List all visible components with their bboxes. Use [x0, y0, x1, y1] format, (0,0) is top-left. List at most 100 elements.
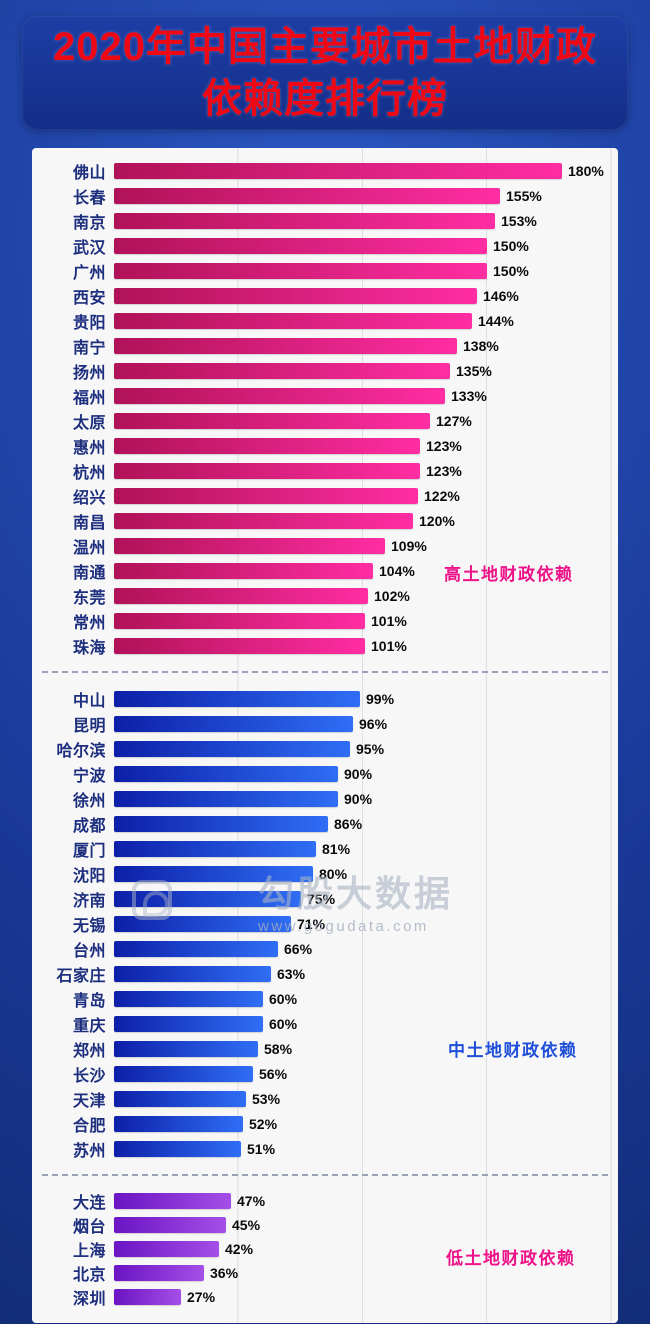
bar-zone: 95% [114, 740, 610, 757]
bar-zone: 101% [114, 612, 610, 629]
value-label: 56% [259, 1065, 288, 1082]
value-label: 47% [237, 1193, 266, 1209]
bar-row: 沈阳 80% [40, 861, 610, 886]
bar-zone: 155% [114, 187, 610, 204]
bar-zone: 53% [114, 1090, 610, 1107]
bar [114, 562, 373, 579]
city-label: 济南 [72, 892, 106, 910]
value-label: 90% [344, 790, 373, 807]
section-divider [42, 1174, 608, 1176]
value-label: 60% [269, 990, 298, 1007]
bar-zone: 138% [114, 337, 610, 354]
value-label: 150% [493, 237, 529, 254]
city-label: 扬州 [72, 364, 106, 382]
bar [114, 965, 271, 982]
bar-zone: 45% [114, 1217, 610, 1233]
bar [114, 1015, 263, 1032]
bar [114, 462, 420, 479]
value-label: 42% [225, 1241, 254, 1257]
city-label: 苏州 [72, 1142, 106, 1160]
bar [114, 512, 413, 529]
value-label: 102% [374, 587, 410, 604]
bar [114, 990, 263, 1007]
city-label: 厦门 [72, 842, 106, 860]
chart-group-mid: 中山 99% 昆明 96% 哈尔滨 95% 宁波 90% 徐州 90% 成都 86% 厦门 81% 沈阳 80… [40, 686, 610, 1161]
city-label: 温州 [72, 539, 106, 557]
value-label: 150% [493, 262, 529, 279]
bar [114, 312, 472, 329]
bar-zone: 81% [114, 840, 610, 857]
bar-zone: 146% [114, 287, 610, 304]
bar-row: 杭州 123% [40, 458, 610, 483]
bar-row: 扬州 135% [40, 358, 610, 383]
value-label: 95% [356, 740, 385, 757]
bar [114, 915, 291, 932]
bar [114, 815, 328, 832]
bar-zone: 80% [114, 865, 610, 882]
title-banner: 2020年中国主要城市土地财政 依赖度排行榜 [22, 16, 628, 130]
value-label: 123% [426, 462, 462, 479]
bar-zone: 27% [114, 1289, 610, 1305]
bar [114, 437, 420, 454]
bar-row: 惠州 123% [40, 433, 610, 458]
bar-row: 大连 47% [40, 1189, 610, 1213]
bar-zone: 51% [114, 1140, 610, 1157]
city-label: 石家庄 [56, 967, 106, 985]
city-label: 昆明 [72, 717, 106, 735]
value-label: 45% [232, 1217, 261, 1233]
bar-row: 哈尔滨 95% [40, 736, 610, 761]
bar-zone: 144% [114, 312, 610, 329]
value-label: 120% [419, 512, 455, 529]
bar-zone: 63% [114, 965, 610, 982]
bar [114, 1217, 226, 1233]
chart-panel: 佛山 180% 长春 155% 南京 153% 武汉 150% 广州 150% 西安 146% 贵阳 14… [32, 148, 618, 1323]
bar [114, 1289, 181, 1305]
bar [114, 162, 562, 179]
bar-zone: 153% [114, 212, 610, 229]
value-label: 53% [252, 1090, 281, 1107]
bar [114, 865, 313, 882]
value-label: 86% [334, 815, 363, 832]
city-label: 宁波 [72, 767, 106, 785]
bar [114, 740, 350, 757]
bar-row: 武汉 150% [40, 233, 610, 258]
value-label: 75% [307, 890, 336, 907]
value-label: 27% [187, 1289, 216, 1305]
value-label: 51% [247, 1140, 276, 1157]
bar-zone: 150% [114, 262, 610, 279]
bar-zone: 60% [114, 990, 610, 1007]
city-label: 绍兴 [72, 489, 106, 507]
city-label: 福州 [72, 389, 106, 407]
bar [114, 412, 430, 429]
bar [114, 237, 487, 254]
chart-group-low: 大连 47% 烟台 45% 上海 42% 北京 36% 深圳 27% 低土地财政依赖 [40, 1189, 610, 1309]
bar-zone: 150% [114, 237, 610, 254]
city-label: 哈尔滨 [56, 742, 106, 760]
value-label: 96% [359, 715, 388, 732]
bar-row: 太原 127% [40, 408, 610, 433]
value-label: 81% [322, 840, 351, 857]
city-label: 天津 [72, 1092, 106, 1110]
value-label: 101% [371, 612, 407, 629]
bar-row: 台州 66% [40, 936, 610, 961]
city-label: 大连 [72, 1195, 106, 1212]
city-label: 青岛 [72, 992, 106, 1010]
bar [114, 212, 495, 229]
value-label: 90% [344, 765, 373, 782]
city-label: 台州 [72, 942, 106, 960]
bar [114, 387, 445, 404]
bar-zone: 96% [114, 715, 610, 732]
bar-zone: 123% [114, 437, 610, 454]
bar-zone: 90% [114, 765, 610, 782]
bar-zone: 75% [114, 890, 610, 907]
bar [114, 612, 365, 629]
bar-row: 天津 53% [40, 1086, 610, 1111]
bar [114, 637, 365, 654]
value-label: 180% [568, 162, 604, 179]
bar [114, 715, 353, 732]
city-label: 南昌 [72, 514, 106, 532]
value-label: 36% [210, 1265, 239, 1281]
city-label: 广州 [72, 264, 106, 282]
bar-row: 昆明 96% [40, 711, 610, 736]
